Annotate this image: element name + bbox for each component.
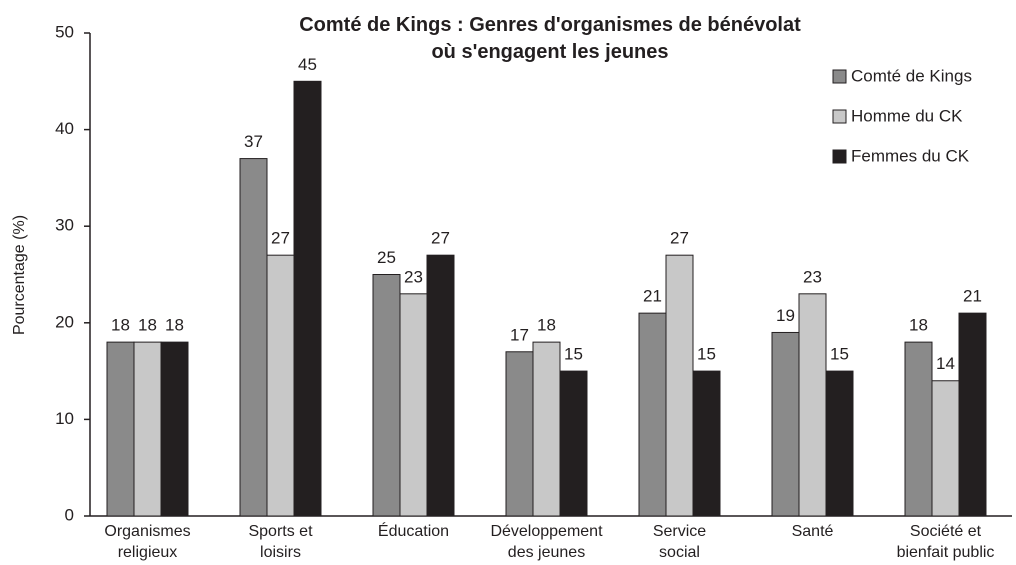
- y-tick-label: 30: [55, 216, 74, 235]
- value-label: 15: [830, 345, 849, 364]
- value-label: 37: [244, 132, 263, 151]
- bar: [239, 158, 268, 517]
- value-label: 15: [697, 345, 716, 364]
- value-label: 18: [537, 316, 556, 335]
- legend-label: Comté de Kings: [851, 66, 972, 85]
- bar: [665, 254, 694, 517]
- x-tick-label: Développement des jeunes: [490, 523, 603, 561]
- bar: [559, 370, 588, 517]
- value-label: 45: [298, 55, 317, 74]
- bar: [532, 341, 561, 517]
- bar: [798, 293, 827, 517]
- bar: [160, 341, 189, 517]
- legend-swatch: [832, 69, 847, 84]
- x-tick-label: Société et bienfait public: [896, 523, 995, 561]
- chart-title: Comté de Kings : Genres d'organismes de …: [299, 14, 801, 63]
- legend-label: Femmes du CK: [851, 146, 970, 165]
- bar: [825, 370, 854, 517]
- value-label: 23: [803, 267, 822, 286]
- value-label: 18: [111, 316, 130, 335]
- value-label: 25: [377, 248, 396, 267]
- value-label: 27: [431, 229, 450, 248]
- value-label: 27: [670, 229, 689, 248]
- value-label: 18: [909, 316, 928, 335]
- bar: [106, 341, 135, 517]
- y-tick-label: 40: [55, 119, 74, 138]
- legend-swatch: [832, 149, 847, 164]
- x-tick-label: Service social: [652, 523, 707, 561]
- value-label: 27: [271, 229, 290, 248]
- bar: [931, 380, 960, 517]
- value-label: 18: [138, 316, 157, 335]
- bar: [692, 370, 721, 517]
- x-tick-label: Organismes religieux: [104, 523, 191, 561]
- y-tick-label: 20: [55, 312, 74, 331]
- value-label: 17: [510, 325, 529, 344]
- bar: [638, 312, 667, 517]
- x-tick-label: Sports et loisirs: [248, 523, 313, 561]
- value-label: 21: [643, 287, 662, 306]
- bar: [771, 331, 800, 517]
- bar: [266, 254, 295, 517]
- value-label: 14: [936, 354, 955, 373]
- bar: [399, 293, 428, 517]
- y-tick-label: 0: [65, 505, 74, 524]
- value-label: 18: [165, 316, 184, 335]
- y-axis-label: Pourcentage (%): [11, 215, 28, 335]
- bar: [505, 351, 534, 517]
- bar: [904, 341, 933, 517]
- bar: [426, 254, 455, 517]
- y-tick-label: 10: [55, 409, 74, 428]
- x-tick-label: Santé: [791, 523, 834, 540]
- legend-label: Homme du CK: [851, 106, 963, 125]
- value-label: 23: [404, 267, 423, 286]
- bar: [133, 341, 162, 517]
- bar: [958, 312, 987, 517]
- value-label: 15: [564, 345, 583, 364]
- value-label: 21: [963, 287, 982, 306]
- bar: [372, 274, 401, 517]
- legend-swatch: [832, 109, 847, 124]
- y-tick-label: 50: [55, 22, 74, 41]
- value-label: 19: [776, 306, 795, 325]
- bar: [293, 80, 322, 517]
- x-tick-label: Éducation: [377, 523, 450, 540]
